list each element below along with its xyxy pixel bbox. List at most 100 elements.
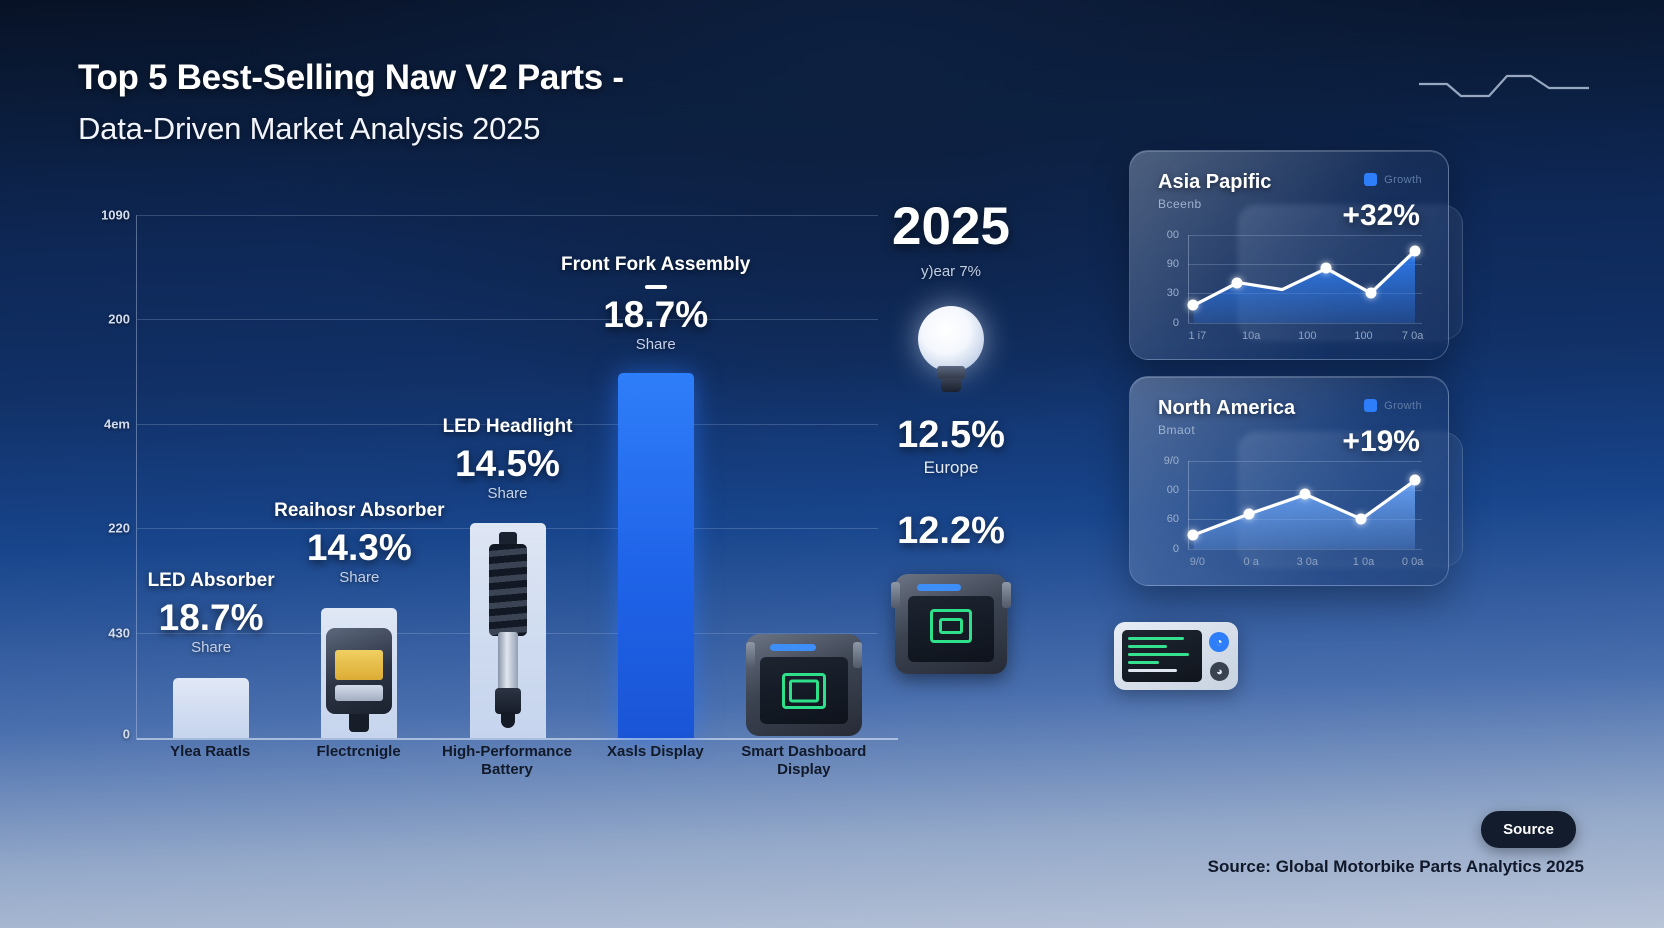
- mini-y-tick-2b: 00: [1166, 484, 1179, 497]
- bar-column-1[interactable]: LED Absorber 18.7% Share: [137, 215, 285, 738]
- y-tick-1: 200: [108, 311, 130, 327]
- x-label-3: High-Performance Battery: [442, 743, 573, 778]
- terminal-line: [1128, 645, 1168, 648]
- dashboard-ear-right: [1002, 581, 1011, 608]
- bar-rect-3[interactable]: [469, 523, 546, 738]
- source-attribution: Source: Global Motorbike Parts Analytics…: [1207, 857, 1584, 876]
- y-axis: 1090 200 4em 220 430 0: [78, 208, 136, 742]
- bar-group: LED Absorber 18.7% Share Reaihosr Absorb…: [137, 215, 878, 738]
- bulb-neck: [937, 366, 965, 379]
- mini-x-tick-1b: 10a: [1241, 330, 1261, 342]
- x-label-4: Xasls Display: [607, 743, 704, 760]
- y-tick-4: 430: [108, 625, 130, 641]
- mini-y-tick-2a: 9/0: [1163, 455, 1179, 467]
- mini-point: [1187, 529, 1199, 541]
- y-tick-3: 220: [108, 520, 130, 536]
- mini-gridline: [1188, 264, 1422, 266]
- terminal-line: [1128, 669, 1177, 672]
- mini-point: [1320, 262, 1332, 274]
- terminal-screen: [1122, 630, 1202, 682]
- mini-x-tick-1c: 100: [1298, 330, 1317, 342]
- y-tick-5: 0: [122, 726, 130, 742]
- gridline: [137, 215, 878, 216]
- mini-gridline: [1188, 235, 1422, 236]
- card-title-1: Asia Papific: [1158, 171, 1272, 193]
- card-title-2: North America: [1158, 397, 1296, 419]
- mini-point: [1187, 299, 1199, 311]
- mini-x-tick-2a: 9/0: [1189, 556, 1206, 568]
- mini-y-tick-1a: 00: [1166, 229, 1179, 241]
- mini-chart-svg-1: [1189, 235, 1422, 323]
- bar-column-4[interactable]: Front Fork Assembly 18.7% Share: [561, 215, 750, 738]
- mini-gridline: [1188, 549, 1422, 550]
- x-label-1: Ylea Raatls: [170, 743, 251, 760]
- terminal-line: [1128, 661, 1160, 664]
- mini-gridline: [1188, 323, 1422, 324]
- dashboard-screen: [908, 595, 994, 662]
- terminal-widget-icon: ◔ ◕: [1114, 622, 1238, 690]
- dashboard-icon: [745, 634, 862, 736]
- year-subtext: y)ear 7%: [920, 263, 982, 280]
- gridline: [137, 424, 878, 425]
- stat-europe-value: 12.5%: [897, 414, 1005, 456]
- mini-y-tick-1b: 90: [1166, 258, 1179, 271]
- mini-x-tick-2e: 0 0a: [1401, 556, 1424, 568]
- y-tick-2: 4em: [103, 416, 130, 432]
- mini-point: [1365, 287, 1377, 299]
- bar-chart: 1090 200 4em 220 430 0 LED Absorber 18.7…: [78, 208, 898, 778]
- mini-point: [1409, 474, 1421, 486]
- source-badge[interactable]: Source: [1481, 811, 1576, 848]
- title-line-2: Data-Driven Market Analysis 2025: [78, 111, 541, 146]
- mini-y-axis-1: [1188, 235, 1189, 323]
- legend-swatch-icon: [1364, 173, 1378, 186]
- dashboard-status-bar: [917, 583, 961, 591]
- regulator-icon: [326, 628, 393, 732]
- mini-point: [1299, 488, 1311, 500]
- bulb-glass: [918, 306, 984, 372]
- bar-rect-2[interactable]: [321, 608, 398, 738]
- mini-x-tick-2b: 0 a: [1243, 556, 1259, 568]
- card-delta-2: +19%: [1342, 425, 1420, 458]
- x-axis-line: [137, 738, 898, 740]
- dashboard-glyph: [930, 608, 972, 643]
- gridline: [137, 319, 878, 320]
- bulb-base: [941, 378, 961, 392]
- card-delta-1: +32%: [1342, 199, 1420, 232]
- center-stats-column: 2025 y)ear 7% 12.5% Europe 12.2%: [866, 200, 1036, 674]
- x-axis-labels: Ylea Raatls Flectrcnigle High-Performanc…: [136, 743, 878, 779]
- terminal-badge-primary-icon: ◔: [1209, 632, 1229, 652]
- card-subtitle-2: Bmaot: [1158, 423, 1196, 437]
- region-card-north-america[interactable]: North America Bmaot Growth +19% 9/0 00 6…: [1129, 376, 1449, 586]
- mini-point: [1231, 277, 1243, 289]
- mini-y-tick-2c: 60: [1166, 513, 1179, 526]
- card-subtitle-1: Bceenb: [1158, 197, 1202, 211]
- mini-gridline: [1188, 461, 1422, 462]
- stat-secondary-value: 12.2%: [897, 509, 1005, 552]
- region-card-asia-pacific[interactable]: Asia Papific Bceenb Growth +32% 00 90 30…: [1129, 150, 1449, 360]
- terminal-line: [1128, 653, 1190, 656]
- bar-rect-1[interactable]: [173, 678, 250, 738]
- bar-column-3[interactable]: LED Headlight 14.5% Share: [433, 215, 581, 738]
- mini-y-tick-1d: 0: [1172, 317, 1179, 329]
- legend-label-2: Growth: [1384, 399, 1422, 412]
- mini-line-chart-2: 9/0 00 60 0 9/0 0 a 3 0a: [1164, 455, 1424, 568]
- dashboard-ear-left: [891, 581, 900, 608]
- x-label-5: Smart Dashboard Display: [741, 743, 867, 778]
- page-title: Top 5 Best-Selling Naw V2 Parts - Data-D…: [78, 58, 624, 147]
- card-legend-1: Growth: [1364, 173, 1422, 186]
- smart-dashboard-icon: [891, 573, 1011, 674]
- x-label-2: Flectrcnigle: [316, 743, 401, 760]
- bar-rect-4[interactable]: [617, 373, 694, 738]
- stat-europe-label: Europe: [923, 457, 979, 477]
- year-headline: 2025: [892, 197, 1010, 256]
- legend-swatch-icon: [1364, 399, 1378, 412]
- bar-column-2[interactable]: Reaihosr Absorber 14.3% Share: [274, 215, 444, 738]
- mini-y-tick-1c: 30: [1166, 287, 1179, 300]
- mini-point: [1409, 245, 1421, 257]
- bar-column-5[interactable]: [730, 215, 878, 738]
- mini-x-tick-1a: 1 i7: [1188, 330, 1207, 342]
- mini-point: [1355, 513, 1367, 525]
- title-line-1: Top 5 Best-Selling Naw V2 Parts -: [78, 58, 624, 97]
- mini-x-tick-1e: 7 0a: [1401, 330, 1424, 342]
